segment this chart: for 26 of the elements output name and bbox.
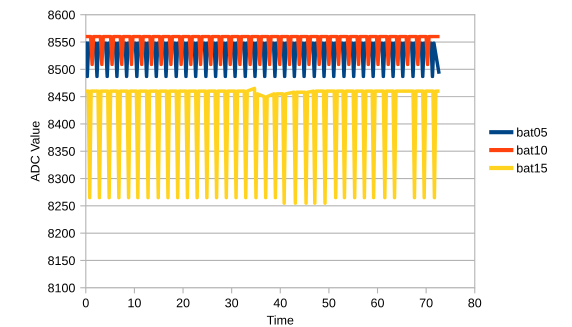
x-tick-label: 80 [468, 298, 482, 308]
x-tick-label: 50 [322, 298, 336, 308]
x-tick-label: 0 [82, 298, 89, 308]
x-tick-label: 10 [128, 298, 141, 308]
x-tick-label: 60 [371, 298, 384, 308]
x-tick-label: 40 [274, 298, 287, 308]
line-series [86, 86, 440, 205]
legend-label: bat05 [517, 128, 548, 137]
x-tick-label: 20 [176, 298, 190, 308]
y-tick-label: 8350 [48, 147, 75, 156]
legend-label: bat15 [517, 163, 548, 172]
y-tick-label: 8150 [48, 256, 75, 266]
y-tick-label: 8400 [48, 120, 75, 129]
x-axis-title: Time [266, 315, 294, 325]
x-tick-label: 30 [225, 298, 238, 308]
y-tick-label: 8600 [48, 10, 75, 20]
y-tick-label: 8450 [48, 92, 75, 102]
y-tick-label: 8100 [48, 284, 75, 292]
x-tick-label: 70 [420, 298, 433, 308]
y-tick-label: 8550 [48, 38, 75, 47]
legend-label: bat10 [517, 145, 548, 155]
y-tick-label: 8300 [48, 174, 75, 184]
y-tick-label: 8200 [48, 228, 75, 238]
y-axis-title: ADC Value [30, 121, 40, 182]
y-tick-label: 8250 [48, 202, 75, 210]
y-tick-label: 8500 [48, 65, 75, 74]
